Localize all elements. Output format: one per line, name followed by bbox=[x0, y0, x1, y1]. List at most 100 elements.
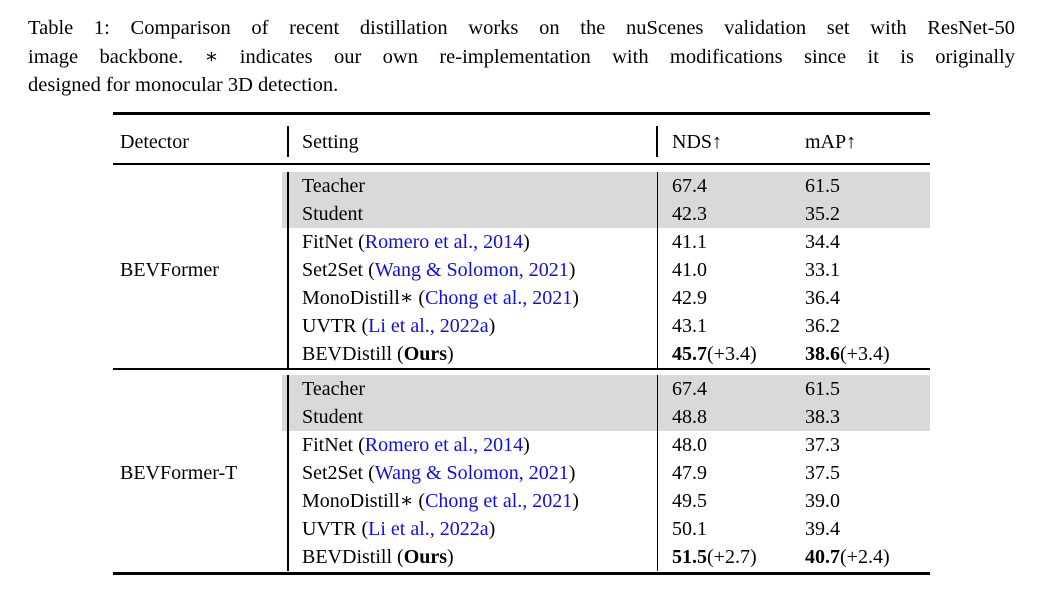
column-header-map: mAP↑ bbox=[805, 131, 857, 153]
nds-cell: 47.9 bbox=[672, 459, 707, 487]
table-row: UVTR (Li et al., 2022a) 50.1 39.4 bbox=[113, 515, 930, 543]
metric-value: 38.3 bbox=[805, 406, 840, 428]
citation-link[interactable]: Li et al., 2022a bbox=[368, 518, 489, 540]
nds-cell: 49.5 bbox=[672, 487, 707, 515]
citation-link[interactable]: Romero et al., 2014 bbox=[364, 231, 524, 253]
citation-link[interactable]: Li et al., 2022a bbox=[368, 315, 489, 337]
table-row: BEVDistill (Ours) 45.7(+3.4) 38.6 (+3.4) bbox=[113, 340, 930, 368]
metric-value: 39.0 bbox=[805, 490, 840, 512]
map-cell: 37.3 bbox=[805, 431, 840, 459]
setting-cell: BEVDistill (Ours) bbox=[302, 546, 454, 568]
setting-name: Teacher bbox=[302, 175, 365, 197]
map-cell: 38.3 bbox=[805, 403, 840, 431]
nds-cell: 67.4 bbox=[672, 172, 707, 200]
row-shade bbox=[282, 375, 930, 403]
setting-name: MonoDistill∗ bbox=[302, 490, 414, 512]
metric-value: 67.4 bbox=[672, 378, 707, 400]
metric-value: 37.3 bbox=[805, 434, 840, 456]
metric-value: 41.1 bbox=[672, 231, 707, 253]
row-shade bbox=[282, 172, 930, 200]
map-cell: 39.4 bbox=[805, 515, 840, 543]
metric-delta: (+2.7) bbox=[707, 546, 757, 568]
table-rows: Teacher 67.4 61.5 Student 48.8 38.3 FitNet (Ro… bbox=[113, 375, 930, 571]
metric-value: 49.5 bbox=[672, 490, 707, 512]
nds-cell: 45.7(+3.4) bbox=[672, 340, 757, 368]
column-divider bbox=[287, 126, 289, 157]
metric-value: 51.5 bbox=[672, 546, 707, 568]
map-cell: 39.0 bbox=[805, 487, 840, 515]
map-cell: 35.2 bbox=[805, 200, 840, 228]
column-divider bbox=[656, 375, 659, 571]
setting-cell: Set2Set (Wang & Solomon, 2021) bbox=[302, 462, 576, 484]
table-row: UVTR (Li et al., 2022a) 43.1 36.2 bbox=[113, 312, 930, 340]
setting-name: MonoDistill∗ bbox=[302, 287, 414, 309]
metric-value: 43.1 bbox=[672, 315, 707, 337]
setting-name: FitNet bbox=[302, 434, 354, 456]
metric-value: 36.4 bbox=[805, 287, 840, 309]
table-rows: Teacher 67.4 61.5 Student 42.3 35.2 FitNet (Ro… bbox=[113, 172, 930, 368]
citation-link[interactable]: Romero et al., 2014 bbox=[364, 434, 524, 456]
table-rule-top bbox=[113, 112, 930, 115]
setting-name: Set2Set bbox=[302, 462, 364, 484]
setting-cell: Student bbox=[302, 403, 363, 431]
nds-cell: 48.8 bbox=[672, 403, 707, 431]
setting-cell: UVTR (Li et al., 2022a) bbox=[302, 315, 496, 337]
table-row: MonoDistill∗ (Chong et al., 2021) 42.9 36.… bbox=[113, 284, 930, 312]
setting-cell: BEVDistill (Ours) bbox=[302, 343, 454, 365]
setting-cell: UVTR (Li et al., 2022a) bbox=[302, 518, 496, 540]
table-rule-bottom bbox=[113, 572, 930, 575]
nds-cell: 43.1 bbox=[672, 312, 707, 340]
column-divider bbox=[287, 375, 289, 571]
map-cell: 36.4 bbox=[805, 284, 840, 312]
map-cell: 34.4 bbox=[805, 228, 840, 256]
table-row: MonoDistill∗ (Chong et al., 2021) 49.5 39.… bbox=[113, 487, 930, 515]
table-row: FitNet (Romero et al., 2014) 48.0 37.3 bbox=[113, 431, 930, 459]
setting-cell: Teacher bbox=[302, 172, 365, 200]
setting-name: FitNet bbox=[302, 231, 354, 253]
metric-value: 42.9 bbox=[672, 287, 707, 309]
row-shade bbox=[282, 200, 930, 228]
detector-cell: BEVFormer bbox=[120, 258, 219, 281]
table-row: FitNet (Romero et al., 2014) 41.1 34.4 bbox=[113, 228, 930, 256]
nds-cell: 41.1 bbox=[672, 228, 707, 256]
table-caption: Table 1: Comparison of recent distillati… bbox=[28, 14, 1015, 100]
nds-cell: 41.0 bbox=[672, 256, 707, 284]
table-header: Detector Setting NDS↑ mAP↑ bbox=[113, 126, 930, 158]
setting-cell: MonoDistill∗ (Chong et al., 2021) bbox=[302, 490, 579, 512]
map-cell: 61.5 bbox=[805, 375, 840, 403]
table-group-bevformer: Teacher 67.4 61.5 Student 42.3 35.2 FitNet (Ro… bbox=[113, 172, 930, 368]
nds-cell: 50.1 bbox=[672, 515, 707, 543]
nds-cell: 42.9 bbox=[672, 284, 707, 312]
column-divider bbox=[287, 172, 289, 368]
column-header-detector: Detector bbox=[120, 131, 189, 153]
metric-value: 45.7 bbox=[672, 343, 707, 365]
caption-line: designed for monocular 3D detection. bbox=[28, 74, 339, 97]
citation-link[interactable]: Chong et al., 2021 bbox=[425, 490, 573, 512]
setting-cell: Set2Set (Wang & Solomon, 2021) bbox=[302, 259, 576, 281]
citation-link[interactable]: Chong et al., 2021 bbox=[425, 287, 573, 309]
metric-value: 61.5 bbox=[805, 378, 840, 400]
metric-value: 35.2 bbox=[805, 203, 840, 225]
setting-name: BEVDistill bbox=[302, 343, 393, 365]
table-row: Student 42.3 35.2 bbox=[113, 200, 930, 228]
metric-value: 61.5 bbox=[805, 175, 840, 197]
metric-delta: (+3.4) bbox=[707, 343, 757, 365]
metric-value: 37.5 bbox=[805, 462, 840, 484]
column-divider bbox=[656, 172, 659, 368]
column-header-setting: Setting bbox=[302, 131, 359, 153]
setting-name: UVTR bbox=[302, 518, 357, 540]
column-divider bbox=[656, 126, 658, 157]
setting-name: BEVDistill bbox=[302, 546, 393, 568]
ours-label: Ours bbox=[403, 546, 448, 568]
metric-value: 38.6 bbox=[805, 343, 840, 365]
map-cell: 40.7(+2.4) bbox=[805, 543, 890, 571]
row-shade bbox=[282, 403, 930, 431]
citation-link[interactable]: Wang & Solomon, 2021 bbox=[374, 259, 569, 281]
caption-line: image backbone. ∗ indicates our own re-i… bbox=[28, 45, 1015, 68]
metric-value: 39.4 bbox=[805, 518, 840, 540]
table-row: Student 48.8 38.3 bbox=[113, 403, 930, 431]
ours-label: Ours bbox=[403, 343, 448, 365]
nds-cell: 48.0 bbox=[672, 431, 707, 459]
citation-link[interactable]: Wang & Solomon, 2021 bbox=[374, 462, 569, 484]
